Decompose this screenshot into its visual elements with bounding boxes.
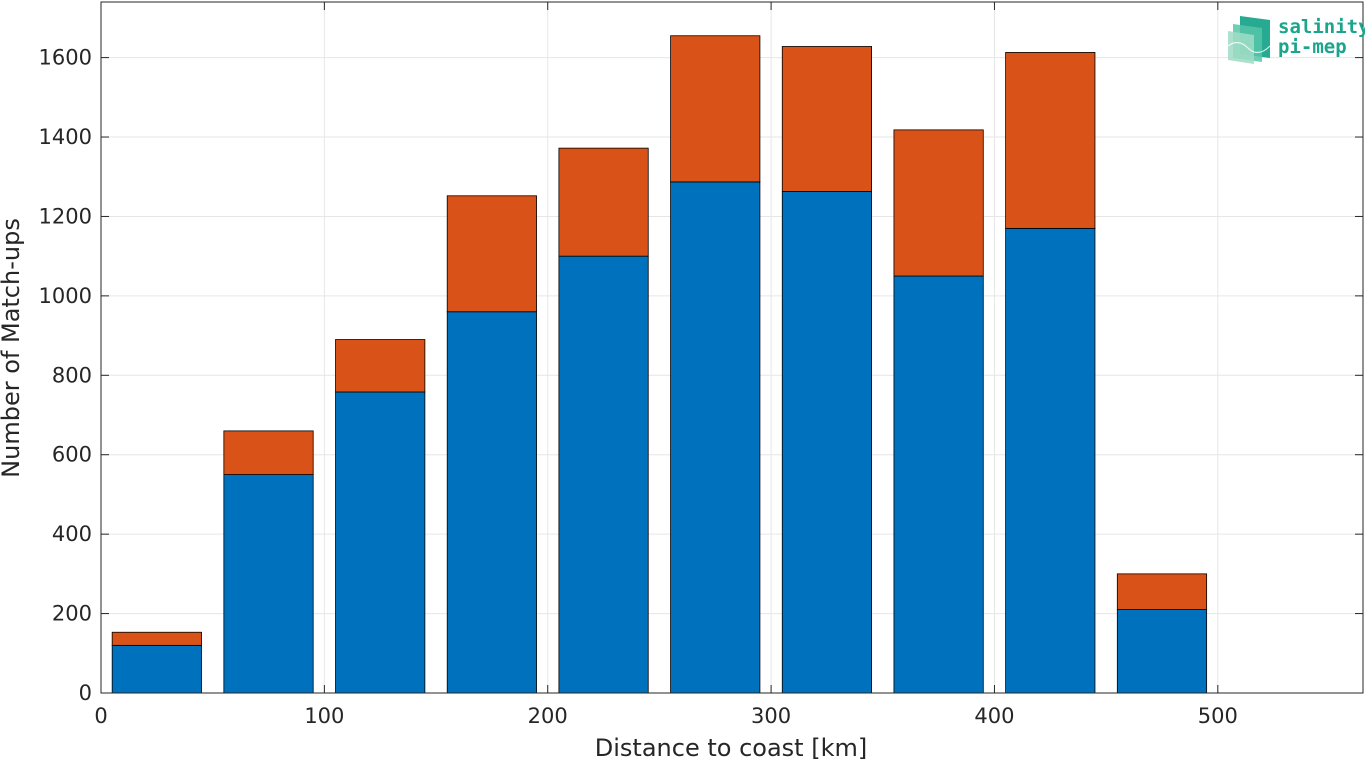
bar-series-2 <box>893 129 984 277</box>
bars <box>111 35 1208 694</box>
y-tick-label: 1400 <box>39 125 92 149</box>
bar-series-1 <box>781 191 873 694</box>
bar-series-1 <box>223 474 314 694</box>
bar-series-2 <box>111 631 202 646</box>
x-tick-label: 300 <box>751 704 791 728</box>
bar-series-1 <box>893 275 984 694</box>
x-tick-label: 400 <box>974 704 1014 728</box>
bar-series-2 <box>670 35 761 183</box>
x-axis-label: Distance to coast [km] <box>595 734 867 761</box>
logo-line1: salinity <box>1278 16 1365 38</box>
y-tick-label: 800 <box>52 363 92 387</box>
bar-series-2 <box>1116 573 1208 611</box>
y-tick-label: 400 <box>52 522 92 546</box>
salinity-pi-mep-logo: salinity pi-mep <box>1227 16 1365 64</box>
bar-series-1 <box>1116 609 1208 694</box>
x-tick-label: 200 <box>528 704 568 728</box>
logo-mark-icon <box>1227 16 1271 64</box>
x-tick-label: 100 <box>304 704 344 728</box>
bar-series-2 <box>335 339 426 393</box>
x-tick-label: 500 <box>1198 704 1238 728</box>
bar-series-1 <box>670 181 761 694</box>
y-tick-label: 200 <box>52 602 92 626</box>
x-tick-label: 0 <box>94 704 107 728</box>
bar-series-2 <box>223 430 314 475</box>
bar-series-1 <box>111 644 202 694</box>
bar-series-1 <box>558 255 649 694</box>
y-axis-label: Number of Match-ups <box>0 218 25 478</box>
bar-series-2 <box>446 195 537 313</box>
y-tick-label: 0 <box>79 681 92 705</box>
bar-series-1 <box>335 391 426 694</box>
bar-series-2 <box>558 147 649 257</box>
bar-series-2 <box>1005 52 1096 229</box>
bar-series-2 <box>781 46 873 192</box>
y-tick-label: 1600 <box>39 46 92 70</box>
logo-line2: pi-mep <box>1278 36 1347 58</box>
plot-frame <box>100 1 1364 694</box>
bar-series-1 <box>1005 227 1096 694</box>
y-tick-label: 1000 <box>39 284 92 308</box>
axis-ticks: 0 100 200 300 400 500 0 200 400 600 800 1000 1200 140… <box>39 2 1363 728</box>
y-tick-label: 600 <box>52 443 92 467</box>
y-tick-label: 1200 <box>39 204 92 228</box>
bar-series-1 <box>446 311 537 694</box>
